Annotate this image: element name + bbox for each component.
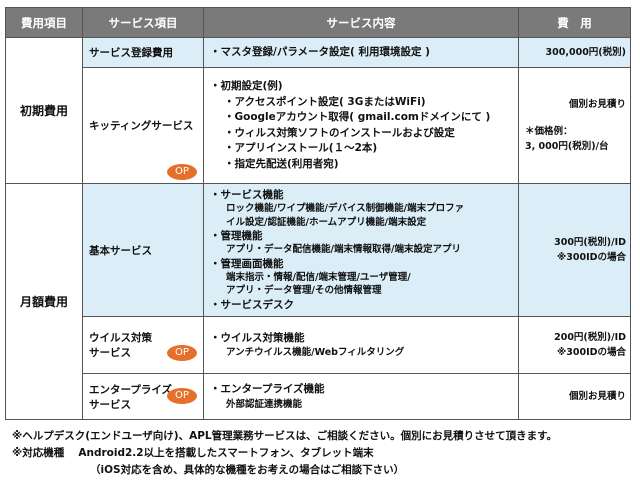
kitting-price: 個別お見積り ＊価格例： 3, 000円(税別)/台 — [518, 67, 631, 184]
content-line: アンチウイルス機能/Webフィルタリング — [226, 347, 405, 358]
category-monthly: 月額費用 — [5, 183, 83, 420]
content-line: ・エンタープライズ機能 — [210, 383, 325, 395]
footnote: ※対応機種 Android2.2以上を搭載したスマートフォン、タブレット端末 — [12, 447, 374, 459]
category-initial: 初期費用 — [5, 37, 83, 184]
price-note: ＊価格例： — [525, 126, 573, 137]
header-service-item: サービス項目 — [82, 7, 204, 38]
basic-price: 300円(税別)/ID ※300IDの場合 — [518, 183, 631, 317]
content-line: ・指定先配送(利用者宛) — [224, 157, 339, 170]
table-row: 初期費用 サービス登録費用 ・マスタ登録/パラメータ設定( 利用環境設定 ) 3… — [5, 37, 631, 184]
op-badge: OP — [167, 388, 197, 404]
content-line: ロック機能/ワイプ機能/デバイス制御機能/端末プロファ — [226, 203, 465, 215]
service-registration: サービス登録費用 — [82, 37, 204, 68]
content-line: ・サービス機能 — [210, 189, 284, 202]
enterprise-price: 個別お見積り — [518, 373, 631, 420]
service-basic: 基本サービス — [82, 183, 204, 317]
service-name: ウイルス対策 — [89, 332, 152, 344]
price-note: ※300IDの場合 — [557, 347, 626, 358]
op-badge: OP — [167, 164, 197, 180]
content-line: ・ウイルス対策機能 — [210, 331, 305, 344]
header-service-content: サービス内容 — [203, 7, 519, 38]
content-line: アプリ・データ配信機能/端末情報取得/端末設定アプリ — [226, 244, 461, 256]
service-name: キッティングサービス — [89, 120, 194, 132]
price: 200円(税別)/ID — [554, 332, 626, 343]
enterprise-content: ・エンタープライズ機能 外部認証連携機能 — [203, 373, 519, 420]
table-row: ウイルス対策 サービス OP ・ウイルス対策機能 アンチウイルス機能/Webフィ… — [6, 316, 631, 374]
price-note: ※300IDの場合 — [557, 252, 626, 263]
header-cost-item: 費用項目 — [5, 7, 83, 38]
header-cost: 費 用 — [518, 7, 631, 38]
service-name: サービス — [89, 347, 131, 359]
content-line: ・アクセスポイント設定( 3GまたはWiFi) — [224, 95, 426, 108]
table-row: 月額費用 基本サービス ・サービス機能 ロック機能/ワイプ機能/デバイス制御機能… — [5, 183, 631, 420]
content-line: イル設定/認証機能/ホームアプリ機能/端末設定 — [226, 216, 427, 228]
content-line: ・アプリインストール(１～2本) — [224, 142, 378, 154]
header-row: 費用項目 サービス項目 サービス内容 費 用 — [5, 7, 631, 38]
price: 300円(税別)/ID — [554, 237, 626, 248]
basic-content: ・サービス機能 ロック機能/ワイプ機能/デバイス制御機能/端末プロファ イル設定… — [203, 183, 519, 317]
content-line: ・ウィルス対策ソフトのインストールおよび設定 — [224, 126, 455, 139]
service-name: サービス — [89, 398, 131, 411]
content-line: 外部認証連携機能 — [226, 398, 303, 410]
table-row: キッティングサービス OP ・初期設定(例) ・アクセスポイント設定( 3Gまたは… — [6, 67, 631, 184]
content-line: アプリ・データ管理/その他情報管理 — [226, 285, 382, 297]
content-line: ・管理機能 — [210, 230, 263, 243]
service-virus: ウイルス対策 サービス OP — [82, 316, 204, 374]
content-line: 端末指示・情報/配信/端末管理/ユーザ管理/ — [226, 271, 411, 283]
content-line: ・初期設定(例) — [210, 80, 283, 92]
content-line: ・Googleアカウント取得( gmail.comドメインにて ) — [224, 111, 491, 123]
virus-content: ・ウイルス対策機能 アンチウイルス機能/Webフィルタリング — [203, 316, 519, 374]
content-line: ・サービスデスク — [210, 298, 294, 311]
pricing-table: 費用項目 サービス項目 サービス内容 費 用 初期費用 サービス登録費用 ・マス… — [5, 7, 631, 420]
registration-content: ・マスタ登録/パラメータ設定( 利用環境設定 ) — [203, 37, 519, 68]
footnote: （iOS対応を含め、具体的な機種をお考えの場合はご相談下さい） — [90, 464, 405, 476]
table-row: エンタープライズ サービス OP ・エンタープライズ機能 外部認証連携機能 個別… — [6, 373, 631, 420]
service-kitting: キッティングサービス OP — [82, 67, 204, 184]
footnote: ※ヘルプデスク(エンドユーザ向け)、APL管理業務サービスは、ご相談ください。個… — [12, 430, 558, 442]
virus-price: 200円(税別)/ID ※300IDの場合 — [518, 316, 631, 374]
content-line: ・管理画面機能 — [210, 257, 284, 270]
registration-price: 300,000円(税別) — [518, 37, 631, 68]
kitting-content: ・初期設定(例) ・アクセスポイント設定( 3GまたはWiFi) ・Google… — [203, 67, 519, 184]
footnotes: ※ヘルプデスク(エンドユーザ向け)、APL管理業務サービスは、ご相談ください。個… — [12, 428, 557, 479]
price: 個別お見積り — [568, 99, 626, 110]
service-name: エンタープライズ — [89, 383, 173, 396]
price-note: 3, 000円(税別)/台 — [525, 141, 609, 152]
op-badge: OP — [167, 345, 197, 361]
service-enterprise: エンタープライズ サービス OP — [82, 373, 204, 420]
